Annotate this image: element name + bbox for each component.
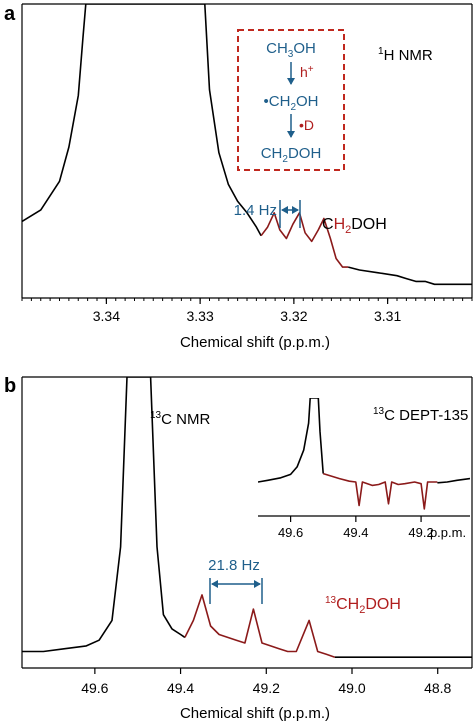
panel-a-nucleus-label: 1H NMR xyxy=(378,46,433,64)
panel-b-series-1 xyxy=(22,377,186,653)
scheme-hole-label: h+ xyxy=(300,64,314,80)
panel-b-label: b xyxy=(4,375,16,397)
panel-b-tick-label: 48.8 xyxy=(424,680,451,696)
coupling-annotation-b: 21.8 Hz xyxy=(208,557,263,604)
panel-b-tick-label: 49.0 xyxy=(338,680,365,696)
panel-a-series-1 xyxy=(22,4,262,237)
dept-inset-title: 13C DEPT-135 xyxy=(373,406,468,424)
dept-inset-x-axis: 49.6 49.4 49.2 xyxy=(258,515,470,540)
panel-a-spectrum xyxy=(22,4,472,286)
dept-inset-tick-label: 49.2 xyxy=(408,525,433,540)
panel-a-tick-label: 3.32 xyxy=(280,308,307,324)
panel-a-x-axis-label: Chemical shift (p.p.m.) xyxy=(180,334,330,351)
panel-b-tick-label: 49.6 xyxy=(81,680,108,696)
dept-inset-series-2 xyxy=(322,472,438,510)
coupling-label-a: 1.4 Hz xyxy=(234,202,277,219)
panel-a-series-2 xyxy=(260,212,349,268)
dept-inset-axis-label: p.p.m. xyxy=(430,525,466,540)
panel-b-x-axis: 49.6 49.4 49.2 49.0 48.8 xyxy=(22,667,472,696)
panel-a-tick-label: 3.33 xyxy=(187,308,214,324)
panel-a-label: a xyxy=(4,3,16,25)
panel-b-spectrum xyxy=(22,377,472,658)
scheme-product: CH2DOH xyxy=(261,145,322,165)
peak-label-b: 13CH2DOH xyxy=(325,595,401,616)
dept-inset xyxy=(258,398,470,510)
dept-inset-series-3 xyxy=(437,477,470,484)
panel-a-series-3 xyxy=(348,266,472,286)
panel-b-frame xyxy=(21,376,473,668)
reaction-scheme: CH3OH h+ •CH2OH •D CH2DOH xyxy=(237,29,345,171)
peak-label-a: CH2DOH xyxy=(322,216,387,236)
panel-b-nucleus-label: 13C NMR xyxy=(150,410,210,428)
panel-b-tick-label: 49.4 xyxy=(167,680,194,696)
panel-a-tick-label: 3.34 xyxy=(93,308,120,324)
panel-b-tick-label: 49.2 xyxy=(253,680,280,696)
dept-inset-tick-label: 49.4 xyxy=(343,525,368,540)
coupling-annotation-a: 1.4 Hz xyxy=(234,200,301,228)
scheme-hydroxymethyl-radical: •CH2OH xyxy=(264,93,319,113)
panel-b-x-axis-label: Chemical shift (p.p.m.) xyxy=(180,705,330,722)
scheme-deuterium-radical-label: •D xyxy=(299,117,314,133)
dept-inset-series-1 xyxy=(258,398,324,483)
reaction-scheme-border xyxy=(237,29,345,171)
panel-b-series-2 xyxy=(184,594,336,658)
coupling-label-b: 21.8 Hz xyxy=(208,557,260,574)
panel-a-tick-label: 3.31 xyxy=(374,308,401,324)
dept-inset-tick-label: 49.6 xyxy=(278,525,303,540)
scheme-methanol: CH3OH xyxy=(266,40,316,60)
panel-a-x-axis: 3.34 3.33 3.32 3.31 xyxy=(21,297,473,324)
